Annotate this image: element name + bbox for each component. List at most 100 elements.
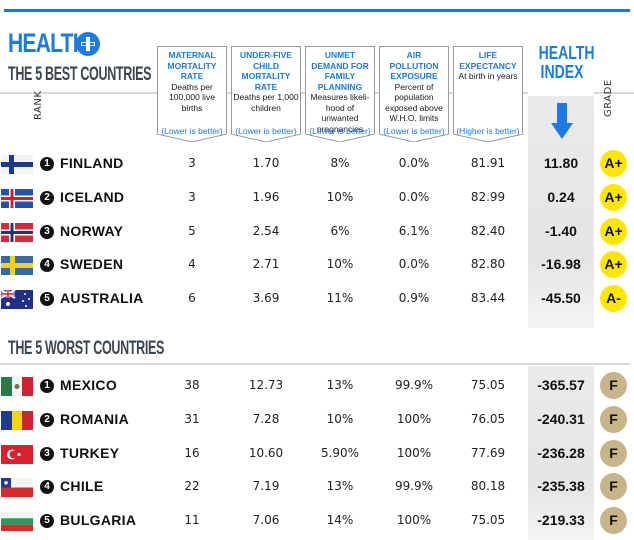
table-row: 4 CHILE 22 7.19 13% 99.9% 80.18 -235.38 … bbox=[0, 469, 634, 503]
grade-badge: F bbox=[600, 507, 627, 534]
grade-badge: A+ bbox=[600, 251, 627, 278]
table-row: 3 TURKEY 16 10.60 5.90% 100% 77.69 -236.… bbox=[0, 436, 634, 470]
rank-badge: 1 bbox=[40, 379, 54, 393]
column-note: (Lower is better) bbox=[309, 126, 371, 136]
health-index-value: -219.33 bbox=[537, 512, 585, 528]
column-header-air-pollution: AIR POLLUTION EXPOSURE Percent of populat… bbox=[379, 46, 449, 142]
table-row: 2 ROMANIA 31 7.28 10% 100% 76.05 -240.31… bbox=[0, 402, 634, 436]
rank-badge: 4 bbox=[40, 258, 54, 272]
maternal-value: 4 bbox=[188, 257, 196, 271]
under-five-value: 7.06 bbox=[252, 513, 280, 527]
country-name: ICELAND bbox=[60, 189, 125, 205]
column-heading: LIFE EXPECTANCY bbox=[459, 50, 517, 71]
column-description: Deaths per 100,000 live births bbox=[169, 81, 215, 113]
grade-badge: F bbox=[600, 473, 627, 500]
column-heading: UNDER-FIVE CHILD MORTALITY RATE bbox=[240, 50, 292, 92]
maternal-value: 3 bbox=[188, 156, 196, 170]
country-name: SWEDEN bbox=[60, 256, 124, 272]
page-title: HEALTH bbox=[8, 28, 88, 58]
life-value: 75.05 bbox=[470, 378, 506, 392]
iceland-flag-icon bbox=[1, 189, 33, 208]
rank-badge: 4 bbox=[40, 480, 54, 494]
rank-badge: 5 bbox=[40, 292, 54, 306]
table-row: 5 AUSTRALIA 6 3.69 11% 0.9% 83.44 -45.50… bbox=[0, 281, 634, 315]
country-name: NORWAY bbox=[60, 223, 124, 239]
grade-badge: A+ bbox=[600, 184, 627, 211]
unmet-value: 13% bbox=[326, 479, 354, 493]
grade-badge: A- bbox=[600, 285, 627, 312]
under-five-value: 7.19 bbox=[252, 479, 280, 493]
column-description: Percent of population exposed above W.H.… bbox=[385, 81, 443, 124]
rank-column-label: RANK bbox=[33, 90, 44, 120]
table-row: 1 MEXICO 38 12.73 13% 99.9% 75.05 -365.5… bbox=[0, 368, 634, 402]
grade-badge: F bbox=[600, 440, 627, 467]
unmet-value: 6% bbox=[330, 224, 350, 238]
life-value: 81.91 bbox=[470, 156, 506, 170]
maternal-value: 16 bbox=[184, 446, 200, 460]
life-value: 75.05 bbox=[470, 513, 506, 527]
column-heading: UNMET DEMAND FOR FAMILY PLANNING bbox=[311, 50, 369, 92]
country-name: MEXICO bbox=[60, 377, 118, 393]
romania-flag-icon bbox=[1, 411, 33, 430]
worst-divider bbox=[0, 363, 630, 365]
column-description: Deaths per 1,000 children bbox=[233, 92, 299, 113]
life-value: 82.40 bbox=[470, 224, 506, 238]
health-index-value: 11.80 bbox=[543, 155, 579, 171]
air-value: 100% bbox=[396, 412, 432, 426]
air-value: 0.0% bbox=[398, 257, 430, 271]
under-five-value: 1.70 bbox=[252, 156, 280, 170]
worst-countries-heading: THE 5 WORST COUNTRIES bbox=[8, 338, 165, 359]
table-row: 4 SWEDEN 4 2.71 10% 0.0% 82.80 -16.98 A+ bbox=[0, 247, 634, 281]
health-index-value: -235.38 bbox=[537, 478, 585, 494]
under-five-value: 1.96 bbox=[252, 190, 280, 204]
health-index-value: -1.40 bbox=[545, 223, 577, 239]
rank-badge: 1 bbox=[40, 157, 54, 171]
air-value: 99.9% bbox=[394, 378, 434, 392]
column-note: (Lower is better) bbox=[161, 126, 223, 136]
under-five-value: 12.73 bbox=[248, 378, 284, 392]
column-note: (Higher is better) bbox=[456, 126, 520, 136]
under-five-value: 7.28 bbox=[252, 412, 280, 426]
under-five-value: 2.71 bbox=[252, 257, 280, 271]
maternal-value: 22 bbox=[184, 479, 200, 493]
maternal-value: 38 bbox=[184, 378, 200, 392]
column-description: At birth in years bbox=[458, 71, 518, 81]
country-name: ROMANIA bbox=[60, 411, 129, 427]
grade-badge: A+ bbox=[600, 218, 627, 245]
mexico-flag-icon bbox=[1, 377, 33, 396]
rank-badge: 3 bbox=[40, 447, 54, 461]
column-heading: AIR POLLUTION EXPOSURE bbox=[389, 50, 439, 81]
column-description: Measures likeli-hood of unwanted pregnan… bbox=[310, 92, 370, 134]
air-value: 100% bbox=[396, 446, 432, 460]
air-value: 6.1% bbox=[398, 224, 430, 238]
arrow-down-icon bbox=[551, 103, 573, 139]
life-value: 82.99 bbox=[470, 190, 506, 204]
chile-flag-icon bbox=[1, 478, 33, 497]
under-five-value: 3.69 bbox=[252, 291, 280, 305]
grade-badge: F bbox=[600, 372, 627, 399]
health-index-value: -45.50 bbox=[541, 290, 581, 306]
maternal-value: 6 bbox=[188, 291, 196, 305]
air-value: 0.0% bbox=[398, 190, 430, 204]
header-divider-right bbox=[594, 92, 634, 94]
air-value: 100% bbox=[396, 513, 432, 527]
column-header-unmet-demand: UNMET DEMAND FOR FAMILY PLANNING Measures… bbox=[305, 46, 375, 142]
under-five-value: 2.54 bbox=[252, 224, 280, 238]
life-value: 76.05 bbox=[470, 412, 506, 426]
table-row: 1 FINLAND 3 1.70 8% 0.0% 81.91 11.80 A+ bbox=[0, 146, 634, 180]
rank-badge: 2 bbox=[40, 413, 54, 427]
top-rule bbox=[4, 9, 630, 12]
unmet-value: 11% bbox=[326, 291, 354, 305]
country-name: BULGARIA bbox=[60, 512, 137, 528]
column-note: (Lower is better) bbox=[383, 126, 445, 136]
air-value: 0.0% bbox=[398, 156, 430, 170]
table-row: 5 BULGARIA 11 7.06 14% 100% 75.05 -219.3… bbox=[0, 503, 634, 537]
rank-badge: 5 bbox=[40, 514, 54, 528]
health-index-title: HEALTH INDEX bbox=[538, 43, 595, 82]
maternal-value: 31 bbox=[184, 412, 200, 426]
unmet-value: 10% bbox=[326, 257, 354, 271]
norway-flag-icon bbox=[1, 223, 33, 242]
column-header-under-five-mortality: UNDER-FIVE CHILD MORTALITY RATE Deaths pe… bbox=[231, 46, 301, 142]
best-countries-heading: THE 5 BEST COUNTRIES bbox=[8, 64, 152, 85]
air-value: 99.9% bbox=[394, 479, 434, 493]
